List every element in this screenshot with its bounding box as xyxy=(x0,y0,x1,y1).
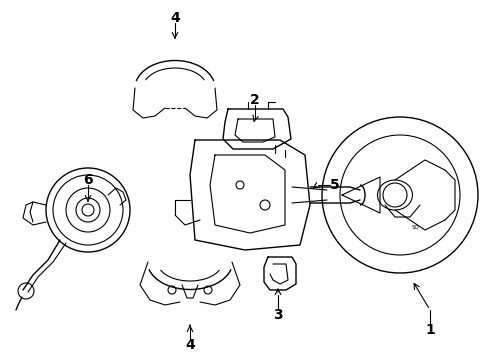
Text: 2: 2 xyxy=(250,93,260,107)
Text: 4: 4 xyxy=(185,338,195,352)
Text: SQ: SQ xyxy=(411,225,419,230)
Text: 3: 3 xyxy=(273,308,283,322)
Circle shape xyxy=(82,204,94,216)
Text: 5: 5 xyxy=(330,178,340,192)
Text: 6: 6 xyxy=(83,173,93,187)
Text: 4: 4 xyxy=(170,11,180,25)
Text: 1: 1 xyxy=(425,323,435,337)
